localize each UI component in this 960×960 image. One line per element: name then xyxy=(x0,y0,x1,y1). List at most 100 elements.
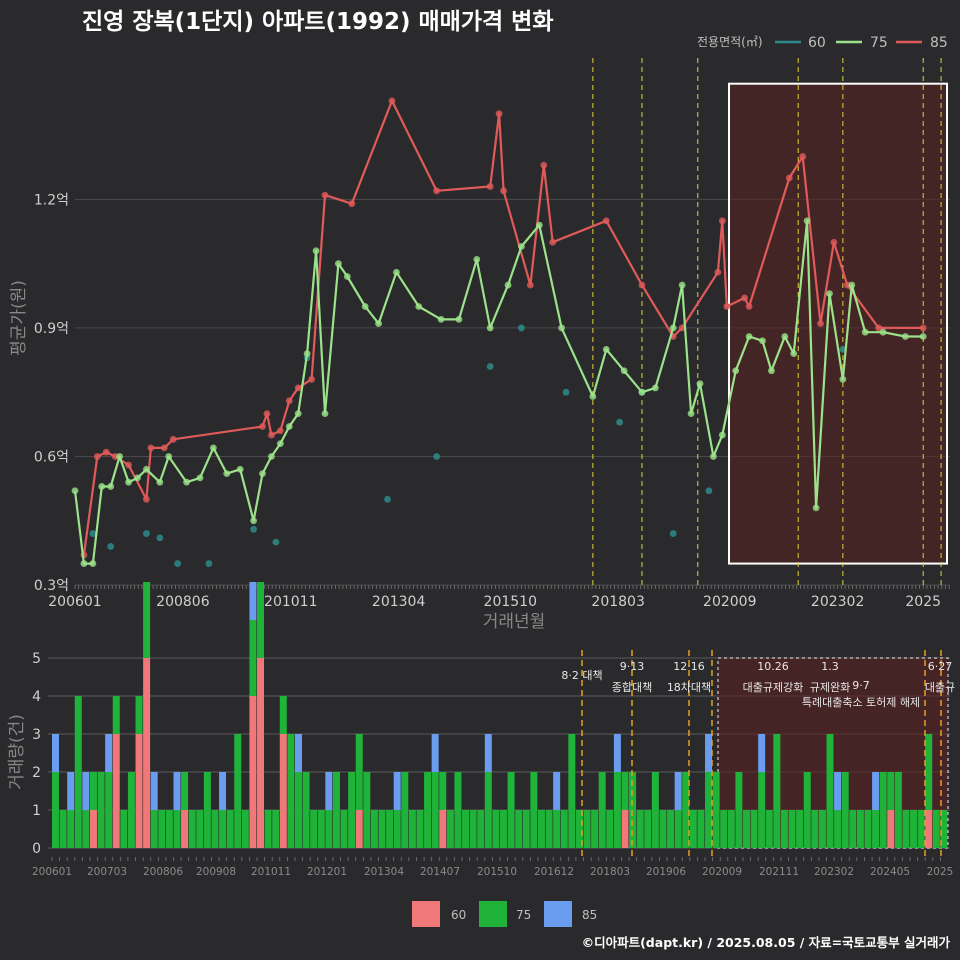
top-x-axis-title: 거래년월 xyxy=(483,612,546,632)
bottom-x-tick-label: 201612 xyxy=(534,866,574,878)
point-75 xyxy=(678,281,686,289)
point-85 xyxy=(723,303,731,310)
bar-85 xyxy=(484,734,492,772)
x-tick-label: 202302 xyxy=(811,594,864,610)
annotation-date: 12·16 xyxy=(673,660,705,673)
point-85 xyxy=(259,423,266,430)
point-85 xyxy=(125,461,132,469)
point-85 xyxy=(294,384,302,392)
point-75 xyxy=(209,444,217,452)
bottom-legend-85-swatch xyxy=(544,901,572,927)
point-75 xyxy=(125,478,132,486)
point-60 xyxy=(143,530,150,537)
point-75 xyxy=(848,281,856,289)
top-legend-title: 전용면적(㎡) xyxy=(697,35,763,49)
bar-75 xyxy=(310,810,318,848)
point-85 xyxy=(745,303,753,310)
point-75 xyxy=(183,478,191,486)
bar-75 xyxy=(477,810,485,848)
bar-75 xyxy=(401,772,409,848)
bar-75 xyxy=(606,810,614,848)
point-75 xyxy=(361,303,369,310)
legend-75-label: 75 xyxy=(870,35,888,51)
point-60 xyxy=(616,418,624,426)
bar-75 xyxy=(780,810,788,848)
point-75 xyxy=(98,483,106,490)
point-60 xyxy=(433,453,441,460)
bar-75 xyxy=(636,810,644,848)
bar-75 xyxy=(910,810,918,848)
point-75 xyxy=(89,560,97,567)
bar-75 xyxy=(234,734,242,848)
bar-75 xyxy=(82,810,90,848)
bottom-x-tick-label: 201407 xyxy=(420,866,460,878)
bar-75 xyxy=(294,772,302,848)
bottom-x-tick-label: 202302 xyxy=(814,866,854,878)
point-75 xyxy=(535,221,543,229)
point-60 xyxy=(705,487,713,495)
bar-75 xyxy=(135,696,143,734)
bottom-y-tick-label: 2 xyxy=(32,765,41,781)
point-75 xyxy=(107,483,115,490)
bar-75 xyxy=(803,772,811,848)
point-75 xyxy=(276,440,284,448)
bar-75 xyxy=(568,734,576,848)
point-60 xyxy=(174,560,182,567)
bar-75 xyxy=(879,772,887,848)
point-75 xyxy=(768,367,775,375)
bar-75 xyxy=(788,810,796,848)
point-75 xyxy=(321,410,329,418)
bar-75 xyxy=(667,810,675,848)
point-75 xyxy=(236,465,244,473)
bar-75 xyxy=(545,810,553,848)
point-60 xyxy=(669,530,677,537)
bar-75 xyxy=(363,772,371,848)
bar-75 xyxy=(462,810,470,848)
point-60 xyxy=(107,543,115,550)
bar-75 xyxy=(226,810,234,848)
annotation-date: 9·13 xyxy=(620,660,645,673)
point-75 xyxy=(901,333,909,340)
bar-75 xyxy=(659,810,667,848)
point-85 xyxy=(268,431,275,439)
bar-75 xyxy=(530,772,538,848)
bottom-x-tick-label: 201201 xyxy=(307,866,347,878)
point-75 xyxy=(312,247,320,255)
point-60 xyxy=(486,363,494,370)
point-75 xyxy=(156,478,164,486)
bar-75 xyxy=(105,772,113,848)
point-85 xyxy=(102,448,110,456)
annotation-date: 8·2 대책 xyxy=(561,669,602,682)
point-75 xyxy=(861,328,869,336)
point-75 xyxy=(732,367,740,375)
volume-panel: 0 1 2 3 4 5 8·2 대책 9·13 종합대책 12·16 18차대책 10.26 대출규제강… xyxy=(32,582,955,878)
bar-75 xyxy=(302,772,310,848)
point-85 xyxy=(875,324,882,332)
annotation-date: 10.26 xyxy=(757,660,789,673)
point-85 xyxy=(799,153,807,160)
point-60 xyxy=(89,530,97,537)
bar-85 xyxy=(219,772,227,810)
point-75 xyxy=(790,350,798,358)
point-75 xyxy=(134,474,141,482)
bar-75 xyxy=(203,772,211,848)
bottom-x-tick-label: 200908 xyxy=(196,866,236,878)
point-85 xyxy=(714,268,722,276)
point-75 xyxy=(343,273,351,280)
annotation-label: 대출규제강화 xyxy=(743,681,804,694)
point-85 xyxy=(147,444,155,452)
x-tick-label: 201011 xyxy=(264,594,317,610)
x-tick-label: 2025 xyxy=(905,594,941,610)
bar-75 xyxy=(560,810,568,848)
point-85 xyxy=(263,410,271,418)
bar-85 xyxy=(705,734,713,772)
bottom-x-tick-label: 201803 xyxy=(590,866,630,878)
bottom-x-tick-label: 201304 xyxy=(364,866,404,878)
bar-75 xyxy=(424,772,432,848)
bar-85 xyxy=(52,734,59,772)
bar-75 xyxy=(507,772,515,848)
bar-75 xyxy=(644,810,652,848)
bar-75 xyxy=(181,772,189,810)
point-85 xyxy=(495,110,503,118)
bar-75 xyxy=(120,810,128,848)
